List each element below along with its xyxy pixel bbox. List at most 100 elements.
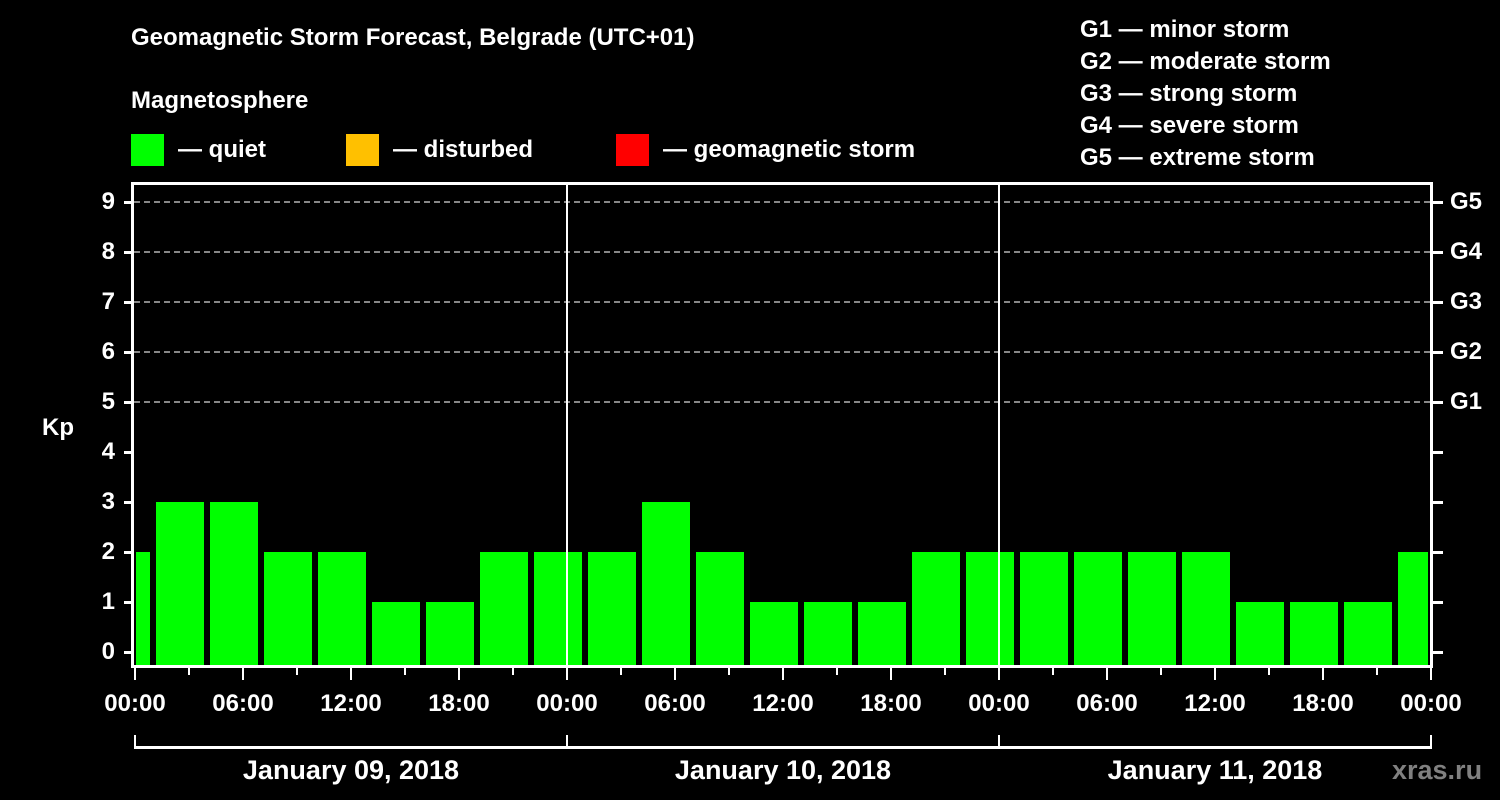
x-tick-label: 00:00 (968, 690, 1030, 717)
storm-scale-g3: G3 — strong storm (1080, 80, 1298, 107)
storm-scale-g5: G5 — extreme storm (1080, 144, 1315, 171)
kp-bar (318, 552, 366, 666)
x-tick (1106, 668, 1108, 680)
date-label: January 09, 2018 (242, 755, 460, 785)
x-tick (1376, 668, 1378, 675)
g-scale-label: G4 (1450, 238, 1483, 265)
y-tick (124, 501, 134, 504)
kp-bar (642, 502, 690, 666)
right-tick (1433, 551, 1443, 554)
x-tick-label: 18:00 (428, 690, 490, 717)
y-tick (124, 401, 134, 404)
legend-quiet: — quiet (131, 134, 266, 166)
y-tick-label: 5 (101, 388, 115, 415)
day-divider (566, 182, 568, 668)
x-tick-label: 12:00 (752, 690, 814, 717)
g-scale-label: G2 (1450, 338, 1483, 365)
x-tick-label: 00:00 (1400, 690, 1462, 717)
storm-scale-g1: G1 — minor storm (1080, 16, 1290, 43)
x-tick (458, 668, 460, 680)
y-tick (124, 301, 134, 304)
x-tick (890, 668, 892, 680)
legend-label-disturbed: — disturbed (393, 136, 534, 163)
y-tick-label: 2 (101, 538, 115, 565)
legend-swatch-storm (616, 134, 649, 166)
kp-bar (804, 602, 852, 666)
kp-bar (1020, 552, 1068, 666)
legend-swatch-quiet (131, 134, 164, 166)
y-tick (124, 551, 134, 554)
y-tick (124, 601, 134, 604)
chart-subtitle: Magnetosphere (131, 87, 309, 114)
x-tick (1268, 668, 1270, 675)
kp-bar (156, 502, 204, 666)
kp-bar (1074, 552, 1122, 666)
y-tick (124, 651, 134, 654)
x-tick-label: 06:00 (212, 690, 274, 717)
watermark: xras.ru (1392, 755, 1483, 785)
kp-bar (858, 602, 906, 666)
kp-bar (1182, 552, 1230, 666)
y-tick-label: 6 (101, 338, 115, 365)
x-tick-label: 18:00 (860, 690, 922, 717)
date-bracket (134, 735, 568, 749)
x-tick (404, 668, 406, 675)
kp-bar (588, 552, 636, 666)
x-tick (512, 668, 514, 675)
x-tick (242, 668, 244, 680)
x-tick (728, 668, 730, 675)
x-tick-label: 06:00 (1076, 690, 1138, 717)
kp-bar (426, 602, 474, 666)
x-tick (1214, 668, 1216, 680)
right-tick (1433, 251, 1443, 254)
x-tick (566, 668, 568, 680)
date-bracket (998, 735, 1432, 749)
plot-frame (131, 182, 1433, 668)
y-tick (124, 451, 134, 454)
x-tick (998, 668, 1000, 680)
kp-bar (696, 552, 744, 666)
y-axis-title: Kp (42, 414, 74, 441)
kp-bar (1236, 602, 1284, 666)
storm-scale-g2: G2 — moderate storm (1080, 48, 1331, 75)
kp-bar (210, 502, 258, 666)
kp-bar (534, 552, 582, 666)
y-tick (124, 251, 134, 254)
x-tick (188, 668, 190, 675)
x-tick (1322, 668, 1324, 680)
x-tick (836, 668, 838, 675)
kp-bar (480, 552, 528, 666)
x-tick (350, 668, 352, 680)
gridline (134, 401, 1430, 403)
storm-scale-g4: G4 — severe storm (1080, 112, 1299, 139)
x-tick-label: 12:00 (1184, 690, 1246, 717)
x-tick (134, 668, 136, 680)
kp-bar (1398, 552, 1428, 666)
chart-title: Geomagnetic Storm Forecast, Belgrade (UT… (131, 24, 695, 51)
storm-scale-legend: G1 — minor storm G2 — moderate storm G3 … (1080, 14, 1331, 174)
x-tick-label: 12:00 (320, 690, 382, 717)
right-tick (1433, 451, 1443, 454)
x-tick (1052, 668, 1054, 675)
right-tick (1433, 351, 1443, 354)
y-tick-label: 8 (101, 238, 115, 265)
right-tick (1433, 401, 1443, 404)
legend-label-quiet: — quiet (178, 136, 266, 163)
y-tick-label: 4 (101, 438, 115, 465)
day-divider (998, 182, 1000, 668)
x-tick (944, 668, 946, 675)
date-bracket (566, 735, 1000, 749)
x-tick-label: 06:00 (644, 690, 706, 717)
x-tick (1160, 668, 1162, 675)
x-tick (782, 668, 784, 680)
kp-bar (264, 552, 312, 666)
g-scale-label: G1 (1450, 388, 1483, 415)
kp-bar (136, 552, 150, 666)
kp-bar (966, 552, 1014, 666)
kp-bar (912, 552, 960, 666)
right-tick (1433, 601, 1443, 604)
y-tick-label: 7 (101, 288, 115, 315)
legend-disturbed: — disturbed (346, 134, 533, 166)
right-tick (1433, 651, 1443, 654)
right-tick (1433, 301, 1443, 304)
